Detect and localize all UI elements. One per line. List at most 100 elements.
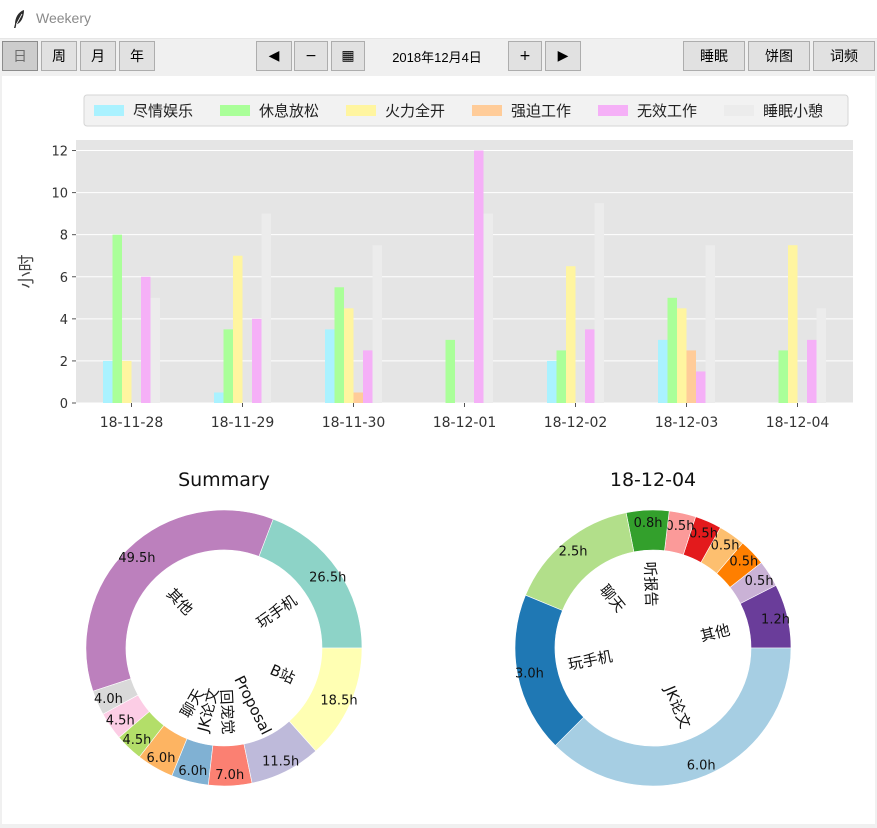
slice-value-label: 6.0h [687, 758, 716, 773]
slice-category-label: 回宠觉 [217, 689, 237, 735]
bar [556, 350, 566, 403]
slice-category-label: 听报告 [641, 561, 661, 607]
legend-swatch [94, 105, 124, 116]
legend-swatch [220, 105, 250, 116]
slice-value-label: 4.0h [94, 692, 123, 707]
month-view-button[interactable]: 月 [80, 41, 116, 71]
legend-box [83, 94, 849, 127]
year-view-button[interactable]: 年 [119, 41, 155, 71]
slice-value-label: 6.0h [147, 751, 176, 766]
calendar-button[interactable]: ▦ [331, 41, 365, 71]
y-axis-label: 小时 [17, 255, 37, 289]
bar [233, 255, 243, 403]
current-date-label: 2018年12月4日 [392, 49, 482, 65]
next-button[interactable]: ▶ [545, 41, 581, 71]
bar [353, 392, 363, 403]
day-view-button[interactable]: 日 [2, 41, 38, 71]
slice-category-label: JK论文 [660, 682, 694, 731]
legend-swatch [346, 105, 376, 116]
bar [585, 329, 595, 403]
slice-value-label: 4.5h [122, 733, 151, 748]
plus-button[interactable]: + [508, 41, 542, 71]
x-tick-label: 18-12-03 [655, 415, 719, 431]
slice-category-label: B站 [267, 661, 297, 688]
bar [141, 276, 151, 403]
minus-button[interactable]: − [294, 41, 328, 71]
donut-slice [554, 647, 792, 787]
slice-category-label: 其他 [699, 621, 732, 646]
legend: 尽情娱乐 休息放松 火力全开 强迫工作 无效工作 睡眠小憩 [83, 94, 849, 127]
word-frequency-button[interactable]: 词频 [813, 41, 875, 71]
y-tick-label: 10 [51, 187, 68, 202]
bar [788, 245, 798, 403]
bar [705, 245, 715, 403]
bar [677, 308, 687, 403]
y-tick-label: 8 [60, 229, 68, 244]
pie-chart-button[interactable]: 饼图 [748, 41, 810, 71]
bar [816, 308, 826, 403]
x-tick-label: 18-11-30 [322, 415, 386, 431]
slice-value-label: 0.8h [634, 516, 663, 531]
slice-category-label: 聊天 [596, 581, 629, 616]
slice-value-label: 2.5h [559, 545, 588, 560]
summary-donut-chart: Summary26.5h玩手机49.5h其他4.0h4.5h4.5h6.0h聊天… [85, 469, 363, 787]
bar [483, 213, 493, 403]
bar [807, 339, 817, 403]
window-title: Weekery [36, 10, 91, 26]
legend-label: 睡眠小憩 [763, 102, 823, 120]
bar [566, 266, 576, 403]
donut-slice [85, 509, 274, 692]
x-tick-label: 18-11-29 [211, 415, 275, 431]
bar [778, 350, 788, 403]
bar [112, 234, 122, 403]
bar [686, 350, 696, 403]
y-tick-label: 4 [60, 313, 68, 328]
feather-icon [14, 10, 24, 28]
chart-title: 18-12-04 [610, 469, 696, 491]
bar [223, 329, 233, 403]
legend-label: 尽情娱乐 [133, 102, 193, 120]
legend-label: 强迫工作 [511, 102, 571, 120]
bar [103, 360, 113, 403]
previous-button[interactable]: ◀ [256, 41, 292, 71]
y-tick-label: 2 [60, 355, 68, 370]
x-tick-label: 18-12-04 [766, 415, 830, 431]
bar [547, 360, 557, 403]
slice-value-label: 18.5h [320, 694, 357, 709]
slice-category-label: 玩手机 [566, 647, 614, 673]
bar [696, 371, 706, 403]
y-tick-label: 0 [60, 397, 68, 412]
slice-value-label: 0.5h [666, 519, 695, 534]
sleep-button[interactable]: 睡眠 [683, 41, 745, 71]
bar [150, 297, 160, 403]
bar-chart: 0 2 4 6 8 10 12 小时 18-11-28 18-11-29 18-11-30 18-12… [17, 140, 853, 431]
legend-swatch [472, 105, 502, 116]
week-view-button[interactable]: 周 [41, 41, 77, 71]
slice-value-label: 0.5h [729, 555, 758, 570]
legend-label: 无效工作 [637, 102, 697, 120]
bar [445, 339, 455, 403]
bar [334, 287, 344, 403]
bar [261, 213, 271, 403]
bar [372, 245, 382, 403]
y-tick-label: 12 [51, 145, 68, 160]
bar [252, 318, 262, 403]
chart-canvas: 0 2 4 6 8 10 12 小时 18-11-28 18-11-29 18-11-30 18-12… [2, 76, 875, 824]
legend-label: 火力全开 [385, 102, 445, 120]
slice-value-label: 7.0h [215, 768, 244, 783]
slice-value-label: 3.0h [515, 667, 544, 682]
bar [344, 308, 354, 403]
x-tick-label: 18-11-28 [100, 415, 164, 431]
slice-value-label: 0.5h [711, 539, 740, 554]
title-bar: Weekery [0, 0, 877, 39]
slice-value-label: 4.5h [106, 713, 135, 728]
slice-category-label: 玩手机 [253, 592, 300, 632]
x-tick-label: 18-12-02 [544, 415, 608, 431]
legend-swatch [724, 105, 754, 116]
donut-slice [288, 647, 363, 752]
legend-label: 休息放松 [259, 102, 319, 120]
plot-area [76, 140, 853, 403]
charts-svg: 0 2 4 6 8 10 12 小时 18-11-28 18-11-29 18-11-30 18-12… [17, 94, 853, 787]
slice-value-label: 6.0h [178, 764, 207, 779]
bar [363, 350, 373, 403]
